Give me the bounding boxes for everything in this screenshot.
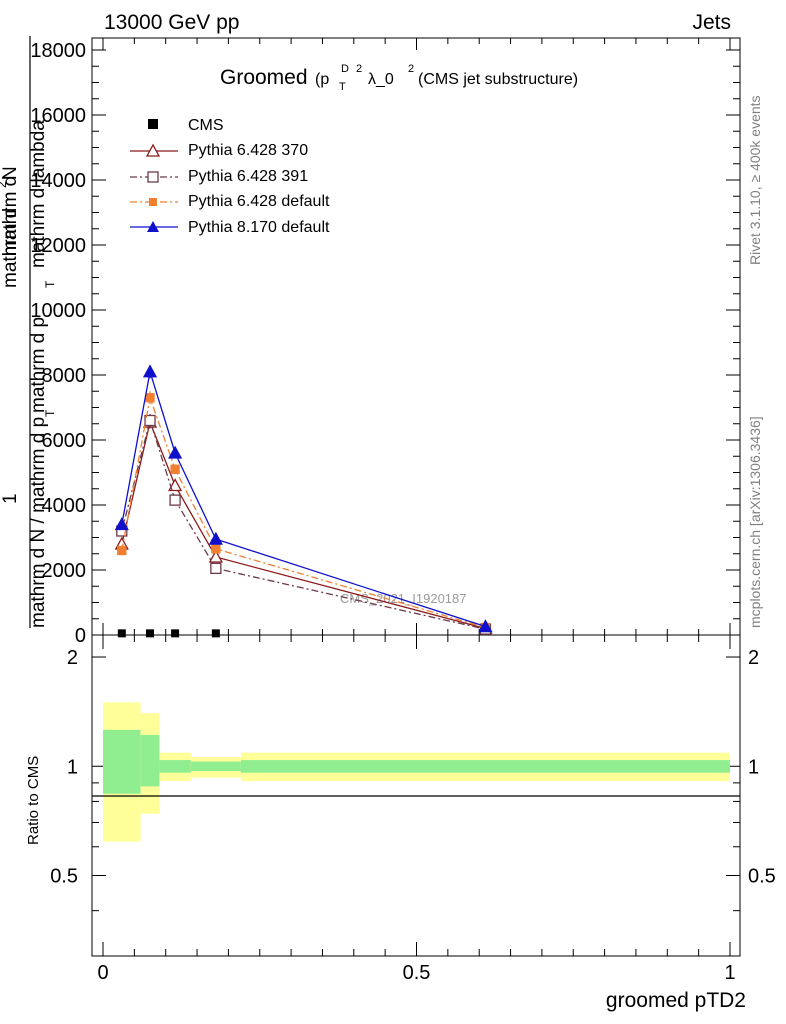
ratio-axes: 0.5 0.5 1 1 2 2 0 0.5 1 — [50, 635, 776, 984]
svg-text:2: 2 — [356, 63, 362, 75]
legend-label-py8def: Pythia 8.170 default — [188, 219, 330, 236]
legend-label-py370: Pythia 6.428 370 — [188, 142, 308, 159]
series-point — [208, 549, 223, 563]
legend-label-cms: CMS — [188, 117, 224, 134]
legend-marker-py370 — [145, 143, 161, 157]
series-point — [210, 562, 222, 575]
series-point — [114, 517, 129, 531]
series-layer — [114, 364, 493, 638]
y-tick-label: 12000 — [30, 235, 86, 257]
svg-text:(p: (p — [315, 71, 329, 88]
mcplots-label: mcplots.cern.ch [arXiv:1306.3436] — [747, 416, 763, 628]
svg-text:T: T — [43, 280, 57, 288]
series-point — [168, 478, 183, 492]
legend-label-py6def: Pythia 6.428 default — [188, 193, 330, 210]
ratio-y-tick-label-right: 2 — [748, 647, 759, 669]
ratio-y-tick-label-right: 0.5 — [748, 865, 776, 887]
y-tick-label: 2000 — [42, 560, 87, 582]
y-tick-label: 8000 — [42, 365, 87, 387]
svg-text:mathrm d: mathrm d — [0, 208, 21, 288]
legend-marker-py8def — [147, 221, 159, 232]
ratio-band-inner — [140, 734, 160, 787]
ratio-y-tick-label-right: 1 — [748, 756, 759, 778]
cms-data-point — [146, 629, 155, 638]
x-tick-label: 0 — [97, 962, 108, 984]
y-tick-label: 10000 — [30, 300, 86, 322]
energy-label: 13000 GeV pp — [104, 11, 239, 34]
main-y-axis: 0 2000 4000 6000 8000 10000 12000 14000 16000 180… — [30, 38, 740, 647]
svg-text:N: N — [0, 166, 21, 180]
y-tick-label: 4000 — [42, 495, 87, 517]
series-point — [142, 364, 158, 378]
ratio-band-inner — [240, 760, 730, 773]
legend-marker-cms — [148, 119, 158, 129]
series-point — [170, 464, 180, 474]
series-point — [211, 544, 221, 554]
svg-text:2: 2 — [0, 181, 9, 188]
svg-text:D: D — [341, 63, 349, 75]
chart-title: Groomed (p D T 2 λ_0 2 (CMS jet substruc… — [220, 63, 578, 93]
cms-data-point — [171, 629, 180, 638]
x-tick-label: 1 — [724, 962, 735, 984]
svg-text:2: 2 — [408, 63, 414, 75]
y-tick-label: 14000 — [30, 170, 86, 192]
svg-text:T: T — [339, 81, 346, 93]
legend-marker-py391 — [147, 171, 159, 183]
svg-text:(CMS jet substructure): (CMS jet substructure) — [418, 71, 578, 88]
legend-marker-py6def — [149, 198, 157, 206]
svg-text:mathrm d: mathrm d — [0, 176, 21, 256]
y-tick-label: 18000 — [30, 40, 86, 62]
x-axis-label: groomed pTD2 — [606, 989, 746, 1012]
y-tick-label: 16000 — [30, 105, 86, 127]
series-point — [145, 393, 155, 403]
series-point — [168, 445, 183, 459]
svg-text:mathrm d lambda: mathrm d lambda — [28, 120, 49, 268]
series-point — [208, 531, 223, 545]
main-ylabel: mathrm d N / mathrm d p T mathrm d p T m… — [0, 120, 57, 628]
svg-text:Groomed: Groomed — [220, 66, 308, 89]
ratio-y-tick-label-left: 0.5 — [50, 865, 78, 887]
ratio-band-inner — [190, 761, 241, 772]
y-tick-label: 6000 — [42, 430, 87, 452]
rivet-label: Rivet 3.1.10, ≥ 400k events — [747, 95, 763, 265]
ratio-band-inner — [159, 760, 191, 773]
category-label: Jets — [692, 11, 731, 34]
series-point — [117, 545, 127, 556]
ratio-ylabel: Ratio to CMS — [25, 756, 42, 845]
y-tick-label: 0 — [75, 625, 86, 647]
ratio-bands — [103, 702, 730, 842]
legend-label-py391: Pythia 6.428 391 — [188, 168, 308, 185]
series-point — [169, 494, 181, 506]
x-tick-label: 0.5 — [403, 962, 431, 984]
ratio-band-inner — [103, 729, 141, 794]
svg-text:1: 1 — [0, 493, 21, 504]
svg-text:mathrm d N / mathrm d p: mathrm d N / mathrm d p — [28, 417, 49, 628]
svg-text:T: T — [43, 409, 57, 417]
ratio-y-tick-label-left: 2 — [67, 647, 78, 669]
svg-text:λ_0: λ_0 — [368, 71, 394, 88]
ratio-y-tick-label-left: 1 — [67, 756, 78, 778]
cms-data-point — [117, 629, 126, 638]
series-point — [478, 619, 493, 633]
cms-data-point — [211, 629, 220, 638]
svg-text:mathrm d p: mathrm d p — [28, 317, 49, 413]
series-point — [144, 414, 156, 427]
legend: CMS Pythia 6.428 370 Pythia 6.428 391 Py… — [130, 117, 330, 236]
